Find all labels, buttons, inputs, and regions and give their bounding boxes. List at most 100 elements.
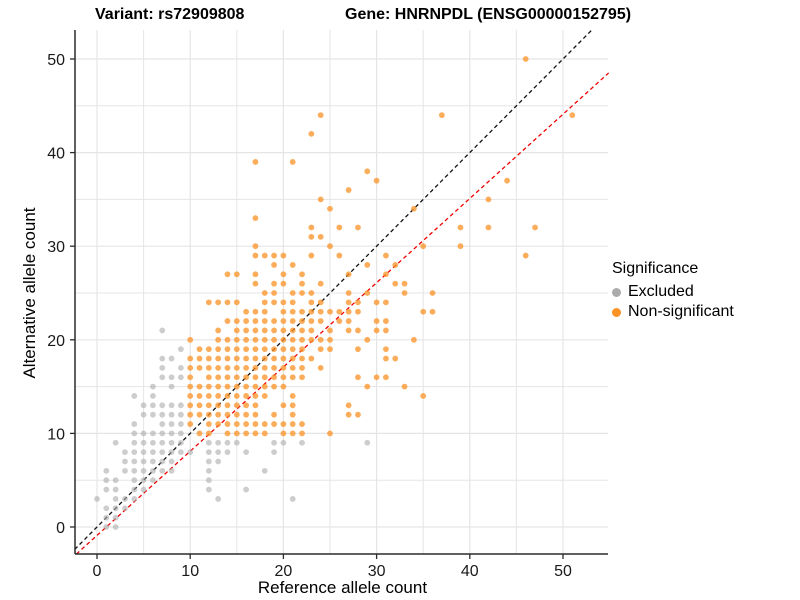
data-point-non-significant [271, 374, 277, 381]
data-point-non-significant [364, 383, 371, 390]
data-point-non-significant [233, 393, 240, 399]
data-point-non-significant [392, 355, 399, 362]
data-point-non-significant [383, 346, 389, 353]
data-point-non-significant [205, 355, 212, 362]
data-point-non-significant [224, 318, 231, 324]
data-point-non-significant [187, 411, 194, 418]
data-point-non-significant [364, 168, 371, 175]
data-point-excluded [168, 374, 175, 381]
data-point-non-significant [224, 383, 231, 390]
data-point-non-significant [252, 374, 259, 381]
data-point-excluded [140, 402, 147, 409]
data-point-non-significant [187, 383, 194, 390]
y-axis-title: Alternative allele count [20, 207, 39, 379]
data-point-non-significant [280, 327, 287, 334]
data-point-excluded [112, 496, 119, 502]
data-point-excluded [140, 439, 147, 446]
data-point-excluded [159, 439, 166, 446]
data-point-non-significant [457, 224, 464, 231]
data-point-excluded [224, 449, 231, 456]
data-point-non-significant [289, 299, 296, 306]
data-point-non-significant [299, 355, 305, 362]
data-point-non-significant [289, 364, 296, 371]
data-point-excluded [168, 430, 175, 437]
data-point-non-significant [205, 374, 212, 381]
data-point-non-significant [289, 308, 296, 315]
data-point-non-significant [224, 336, 231, 343]
data-point-excluded [122, 496, 128, 502]
data-point-excluded [168, 402, 175, 409]
data-point-non-significant [308, 299, 315, 306]
data-point-non-significant [243, 430, 250, 437]
data-point-excluded [159, 421, 166, 427]
data-point-non-significant [233, 374, 240, 381]
data-point-non-significant [224, 299, 231, 306]
data-point-non-significant [327, 243, 333, 250]
data-point-excluded [177, 421, 184, 427]
data-point-non-significant [280, 374, 287, 381]
data-point-non-significant [261, 290, 268, 296]
data-point-non-significant [373, 374, 380, 381]
data-point-non-significant [224, 411, 231, 418]
data-point-non-significant [261, 299, 268, 306]
data-point-non-significant [224, 430, 231, 437]
data-point-non-significant [233, 271, 240, 278]
data-point-excluded [205, 449, 212, 456]
data-point-non-significant [252, 271, 259, 278]
y-tick-label: 0 [56, 520, 65, 537]
data-point-non-significant [289, 402, 296, 409]
data-point-excluded [177, 411, 184, 418]
data-point-excluded [112, 514, 119, 521]
data-point-excluded [131, 467, 138, 474]
data-point-non-significant [345, 318, 352, 324]
data-point-excluded [177, 449, 184, 456]
data-point-non-significant [205, 364, 212, 371]
data-point-excluded [131, 477, 138, 484]
data-point-non-significant [196, 346, 203, 353]
data-point-non-significant [261, 308, 268, 315]
data-point-excluded [215, 496, 222, 502]
data-point-non-significant [233, 336, 240, 343]
data-point-non-significant [271, 252, 277, 259]
data-point-non-significant [196, 355, 203, 362]
data-point-non-significant [261, 318, 268, 324]
data-point-excluded [159, 467, 166, 474]
data-point-excluded [261, 467, 268, 474]
data-point-non-significant [299, 290, 305, 296]
data-point-non-significant [224, 374, 231, 381]
data-point-excluded [103, 514, 110, 521]
data-point-excluded [177, 364, 184, 371]
data-point-non-significant [355, 327, 361, 334]
data-point-excluded [159, 374, 166, 381]
data-point-non-significant [327, 430, 333, 437]
x-tick-label: 20 [275, 563, 293, 580]
legend-title: Significance [612, 260, 699, 277]
data-point-non-significant [196, 383, 203, 390]
data-point-non-significant [252, 430, 259, 437]
data-point-non-significant [280, 383, 287, 390]
data-point-non-significant [327, 346, 333, 353]
data-point-excluded [159, 430, 166, 437]
data-point-excluded [131, 486, 138, 493]
data-point-excluded [177, 374, 184, 381]
data-point-non-significant [299, 336, 305, 343]
data-point-non-significant [261, 346, 268, 353]
data-point-non-significant [252, 411, 259, 418]
data-point-non-significant [233, 411, 240, 418]
data-point-excluded [159, 327, 166, 334]
data-point-excluded [94, 496, 100, 502]
data-point-non-significant [224, 364, 231, 371]
data-point-excluded [150, 393, 156, 399]
data-point-non-significant [243, 393, 250, 399]
data-point-non-significant [420, 308, 427, 315]
data-point-non-significant [522, 252, 529, 259]
data-point-non-significant [345, 271, 352, 278]
data-point-non-significant [243, 355, 250, 362]
y-tick-label: 40 [47, 146, 65, 163]
data-point-non-significant [261, 336, 268, 343]
x-tick-label: 0 [93, 563, 102, 580]
data-point-non-significant [569, 112, 576, 119]
data-point-non-significant [280, 299, 287, 306]
data-point-non-significant [252, 402, 259, 409]
data-point-non-significant [355, 224, 361, 231]
